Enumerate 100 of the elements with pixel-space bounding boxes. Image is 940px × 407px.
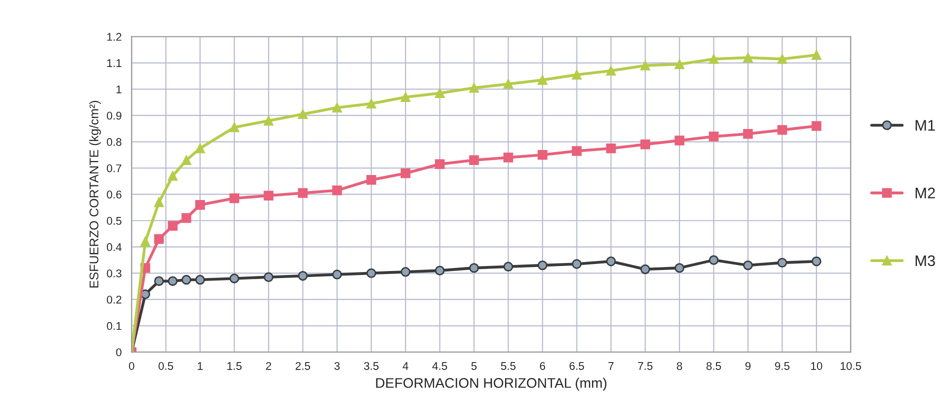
x-tick-label: 2 (266, 362, 272, 370)
point (229, 122, 240, 132)
y-tick-label: 0.4 (106, 243, 122, 252)
point (606, 256, 616, 266)
point (400, 267, 410, 277)
point (298, 270, 308, 281)
x-tick-label: 0 (128, 362, 134, 370)
point (469, 155, 479, 166)
point (606, 143, 616, 154)
point (140, 236, 150, 247)
point (154, 234, 164, 244)
point (538, 260, 548, 270)
point (366, 98, 376, 109)
x-axis-title: DEFORMACION HORIZONTAL (mm) (376, 378, 606, 391)
y-tick-label: 0 (116, 348, 122, 356)
point (195, 200, 205, 210)
point (503, 79, 514, 89)
point (640, 264, 650, 274)
point (538, 75, 548, 85)
point (182, 213, 192, 223)
y-tick-label: 0.6 (106, 190, 122, 198)
x-tick-label: 10.5 (840, 362, 862, 370)
point (812, 121, 822, 131)
x-tick-label: 7 (608, 362, 614, 370)
point (168, 221, 178, 231)
point (572, 146, 582, 156)
point (400, 168, 410, 178)
point (743, 260, 753, 270)
point (154, 276, 164, 286)
x-tick-label: 4 (402, 362, 408, 370)
x-tick-label: 6 (540, 362, 546, 370)
point (777, 125, 788, 135)
point (503, 152, 514, 162)
point (538, 150, 548, 160)
point (332, 186, 342, 196)
y-tick-label: 0.9 (106, 112, 122, 120)
point (366, 268, 376, 278)
point (777, 54, 788, 64)
point (182, 155, 192, 166)
y-tick-label: 0.7 (106, 164, 122, 172)
x-tick-label: 9 (745, 362, 751, 370)
x-tick-label: 8 (676, 362, 682, 370)
y-tick-label: 0.5 (106, 216, 122, 225)
y-axis-title: ESFUERZO CORTANTE (kg/cm²) (89, 100, 101, 288)
point (812, 50, 822, 60)
y-tick-label: 0.8 (106, 138, 122, 146)
point (195, 143, 205, 154)
point (503, 262, 514, 272)
point (298, 188, 308, 198)
point (674, 136, 684, 146)
y-tick-label: 1.1 (107, 59, 122, 67)
point (469, 263, 479, 273)
point (154, 197, 164, 208)
legend-label: M3 (916, 255, 935, 266)
point (298, 109, 308, 120)
y-tick-label: 0.1 (106, 322, 122, 330)
point (708, 54, 719, 64)
point (264, 272, 274, 282)
point (229, 274, 240, 284)
point (606, 66, 616, 76)
point (366, 175, 376, 185)
x-tick-label: 4.5 (432, 362, 448, 370)
point (572, 70, 582, 80)
x-tick-label: 10 (811, 362, 822, 370)
x-tick-label: 8.5 (706, 362, 721, 370)
point (332, 102, 342, 112)
x-tick-label: 1.5 (227, 362, 242, 370)
point (812, 256, 822, 266)
point (743, 52, 753, 63)
point (168, 171, 178, 181)
point (674, 263, 684, 273)
point (434, 266, 445, 276)
x-tick-label: 0.5 (158, 362, 174, 370)
point (400, 92, 410, 102)
point (469, 83, 479, 93)
point (640, 60, 650, 70)
x-tick-label: 7.5 (638, 362, 652, 370)
y-tick-label: 1.2 (107, 32, 122, 41)
point (674, 59, 684, 70)
legend-label: M2 (916, 188, 935, 198)
point (332, 270, 342, 280)
point (182, 274, 192, 285)
point (777, 258, 788, 268)
legend-label: M1 (916, 120, 935, 131)
point (434, 159, 445, 169)
x-tick-label: 5 (471, 362, 477, 370)
x-tick-label: 3.5 (364, 362, 379, 370)
point (572, 259, 582, 269)
point (708, 255, 719, 265)
point (640, 140, 650, 150)
point (264, 190, 274, 201)
point (264, 116, 274, 126)
x-tick-label: 9.5 (775, 362, 790, 370)
y-tick-label: 0.3 (106, 269, 122, 278)
y-tick-label: 1 (116, 86, 122, 94)
point (195, 274, 205, 285)
point (434, 88, 445, 98)
x-tick-label: 5.5 (500, 362, 516, 370)
point (168, 276, 178, 286)
x-tick-label: 3 (334, 362, 340, 370)
